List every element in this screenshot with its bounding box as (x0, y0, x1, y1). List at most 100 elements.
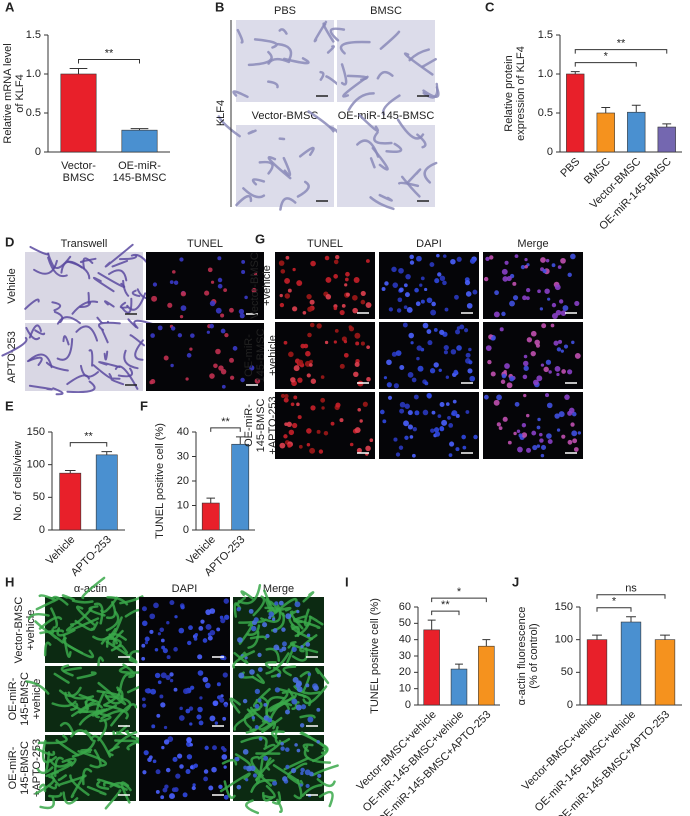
micrograph-feature (268, 611, 275, 617)
micrograph-feature (499, 327, 504, 332)
micrograph-feature (34, 775, 55, 795)
micrograph-feature (301, 704, 307, 710)
bar (59, 472, 82, 531)
micrograph-feature (396, 118, 425, 140)
micrograph-feature (392, 282, 399, 288)
micrograph-feature (433, 362, 439, 368)
micrograph-feature (570, 253, 576, 260)
micrograph-feature (323, 430, 329, 436)
micrograph-feature (386, 382, 392, 388)
micrograph-feature (278, 600, 284, 606)
significance-bracket (210, 427, 241, 432)
micrograph-feature (286, 642, 296, 664)
micrograph-feature (421, 57, 437, 69)
micrograph-feature (473, 434, 478, 440)
micrograph-feature (265, 647, 281, 662)
y-tick-label: 0 (547, 146, 553, 158)
y-tick-label: 10 (399, 683, 411, 695)
micrograph-feature (346, 74, 368, 81)
micrograph-feature (461, 434, 466, 440)
y-axis-label: Relative proteinexpression of KLF4 (503, 46, 527, 141)
micrograph-feature (448, 453, 453, 457)
micrograph-feature (526, 337, 533, 343)
micrograph-feature (154, 648, 159, 652)
error-bar (101, 451, 113, 455)
micrograph-feature (122, 279, 130, 297)
micrograph-feature (391, 351, 397, 357)
micrograph-feature (466, 302, 473, 309)
micrograph-feature (300, 771, 304, 776)
micrograph-feature (280, 393, 286, 398)
micrograph-feature (141, 606, 147, 612)
bar (423, 629, 440, 706)
micrograph-feature (253, 769, 272, 787)
micrograph-feature (574, 352, 581, 359)
micrograph-feature (59, 774, 87, 786)
image-title: Vector-BMSC (252, 110, 319, 122)
micrograph-feature (536, 375, 543, 382)
micrograph-feature (273, 644, 280, 651)
bar (450, 668, 468, 706)
micrograph-feature (523, 354, 528, 359)
micrograph-feature (240, 590, 254, 600)
bar (654, 639, 676, 706)
micrograph-feature (399, 287, 404, 293)
micrograph-feature (285, 709, 290, 715)
micrograph-feature (178, 715, 185, 721)
row-label: OE-miR-145-BMSC+vehicle (243, 329, 279, 383)
micrograph-feature (359, 419, 363, 423)
micrograph-feature (169, 280, 174, 284)
micrograph-feature (316, 778, 336, 788)
micrograph-feature (265, 696, 285, 718)
micrograph-feature (411, 453, 416, 458)
micrograph-feature (494, 290, 499, 296)
micrograph-feature (272, 628, 278, 633)
micrograph-feature (27, 612, 50, 620)
micrograph-feature (442, 254, 447, 258)
error-bar (631, 104, 641, 113)
micrograph-feature (217, 283, 223, 289)
micrograph-feature (507, 440, 512, 445)
micrograph-feature (353, 277, 360, 284)
micrograph-feature (290, 402, 295, 407)
micrograph-feature (233, 602, 242, 618)
y-tick-label: 60 (399, 601, 411, 613)
micrograph-feature (187, 640, 192, 646)
micrograph-feature (509, 376, 515, 382)
bar (566, 73, 585, 153)
micrograph-feature (51, 700, 77, 708)
micrograph-feature (453, 369, 458, 375)
micrograph-feature (123, 349, 139, 370)
micrograph-feature (241, 259, 246, 264)
micrograph-feature (434, 431, 441, 437)
micrograph-feature (533, 379, 539, 386)
micrograph-feature (271, 617, 276, 621)
micrograph-feature (224, 703, 228, 708)
micrograph-feature (321, 406, 325, 410)
micrograph-feature (536, 425, 541, 430)
micrograph-feature (406, 307, 413, 313)
micrograph-feature (376, 70, 394, 80)
micrograph-feature (111, 259, 129, 268)
micrograph-feature (399, 365, 405, 370)
micrograph-feature (493, 399, 500, 406)
micrograph-feature (306, 294, 312, 300)
micrograph-feature (540, 444, 547, 450)
micrograph-feature (155, 769, 161, 775)
micrograph-feature (308, 363, 313, 367)
micrograph-feature (291, 698, 298, 705)
micrograph-feature (86, 785, 107, 796)
micrograph-feature (309, 322, 315, 328)
micrograph-feature (251, 673, 265, 685)
micrograph-feature (292, 306, 298, 312)
micrograph (483, 252, 583, 319)
micrograph-feature (393, 383, 399, 389)
micrograph-feature (97, 681, 127, 706)
micrograph (27, 576, 154, 682)
micrograph-feature (334, 328, 339, 333)
micrograph-feature (246, 624, 261, 636)
micrograph-feature (47, 252, 56, 269)
micrograph-feature (448, 423, 454, 428)
micrograph-feature (281, 627, 286, 632)
micrograph-feature (536, 444, 541, 448)
